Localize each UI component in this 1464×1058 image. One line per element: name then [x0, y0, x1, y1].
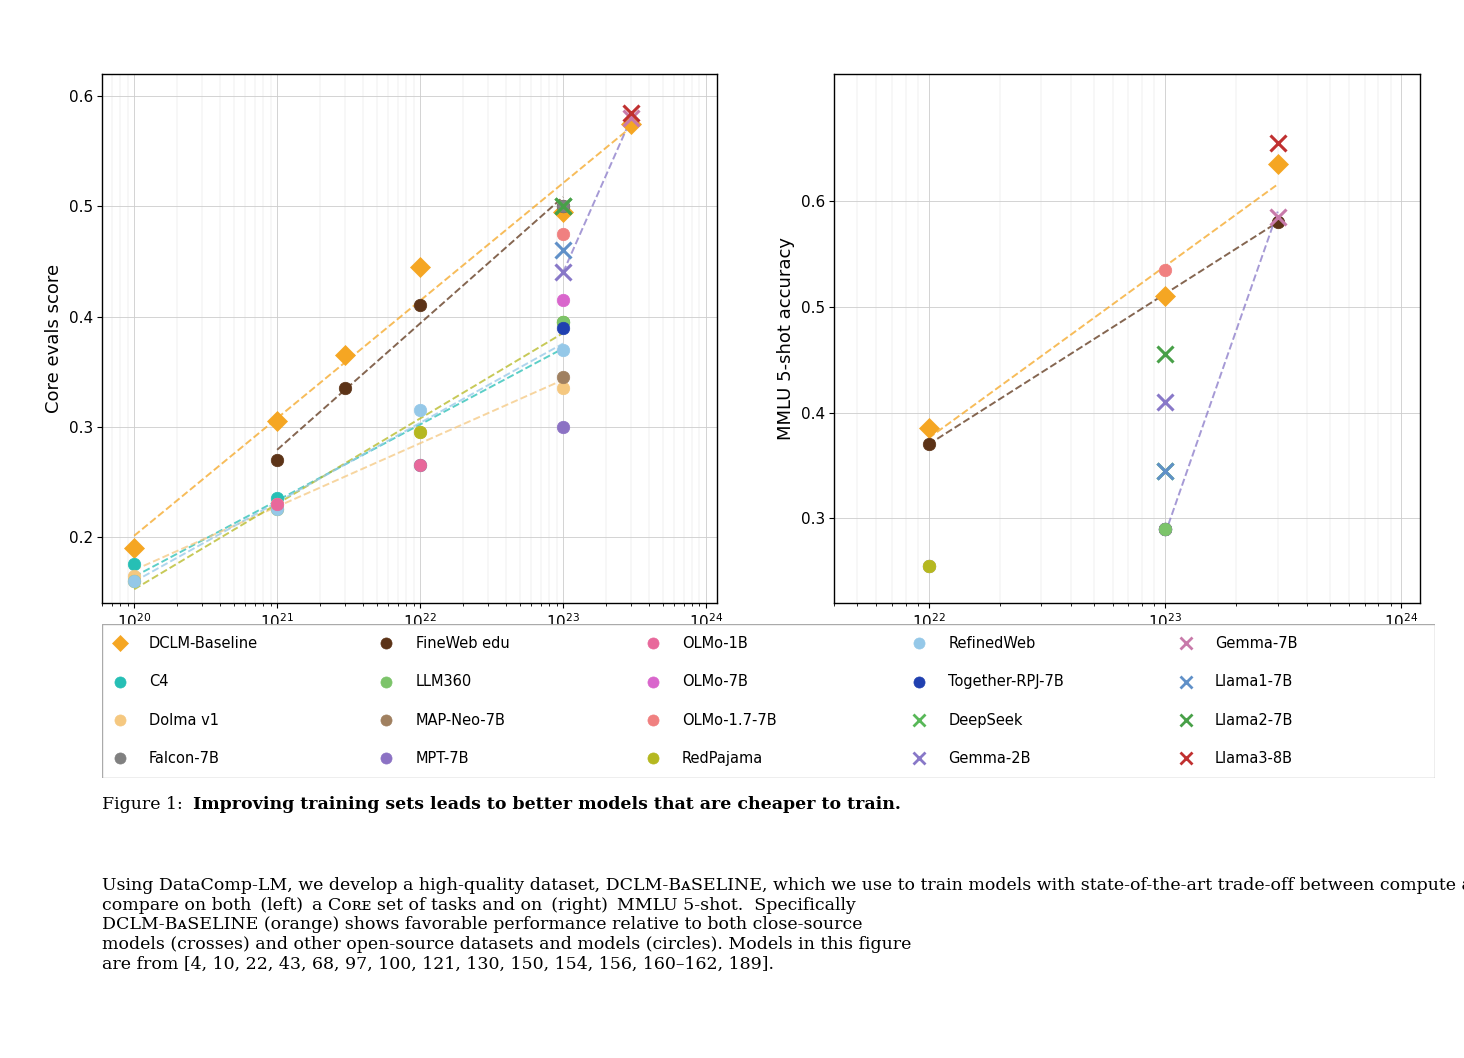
- Text: RedPajama: RedPajama: [682, 751, 763, 766]
- Text: Gemma-7B: Gemma-7B: [1215, 636, 1297, 651]
- Text: RefinedWeb: RefinedWeb: [949, 636, 1035, 651]
- Text: C4: C4: [149, 674, 168, 689]
- Y-axis label: MMLU 5-shot accuracy: MMLU 5-shot accuracy: [777, 237, 795, 440]
- Text: OLMo-1B: OLMo-1B: [682, 636, 748, 651]
- Text: MPT-7B: MPT-7B: [416, 751, 468, 766]
- Text: DCLM-Baseline: DCLM-Baseline: [149, 636, 258, 651]
- Text: Gemma-2B: Gemma-2B: [949, 751, 1031, 766]
- Text: Llama3-8B: Llama3-8B: [1215, 751, 1293, 766]
- Text: Using DataComp-LM, we develop a high-quality dataset, DCLM-BᴀSELINE, which we us: Using DataComp-LM, we develop a high-qua…: [102, 877, 1464, 972]
- Text: FineWeb edu: FineWeb edu: [416, 636, 509, 651]
- Text: Llama1-7B: Llama1-7B: [1215, 674, 1293, 689]
- Text: LLM360: LLM360: [416, 674, 471, 689]
- X-axis label: Total training FLOPS: Total training FLOPS: [1025, 637, 1230, 655]
- Text: OLMo-7B: OLMo-7B: [682, 674, 748, 689]
- Text: DeepSeek: DeepSeek: [949, 713, 1023, 728]
- X-axis label: Total training FLOPS: Total training FLOPS: [307, 637, 512, 655]
- Text: Llama2-7B: Llama2-7B: [1215, 713, 1293, 728]
- Text: Together-RPJ-7B: Together-RPJ-7B: [949, 674, 1064, 689]
- Text: Dolma v1: Dolma v1: [149, 713, 220, 728]
- Text: Falcon-7B: Falcon-7B: [149, 751, 220, 766]
- Y-axis label: Core evals score: Core evals score: [45, 264, 63, 413]
- Text: OLMo-1.7-7B: OLMo-1.7-7B: [682, 713, 776, 728]
- Text: Figure 1:: Figure 1:: [102, 796, 195, 813]
- Text: MAP-Neo-7B: MAP-Neo-7B: [416, 713, 505, 728]
- Text: Improving training sets leads to better models that are cheaper to train.: Improving training sets leads to better …: [193, 796, 900, 813]
